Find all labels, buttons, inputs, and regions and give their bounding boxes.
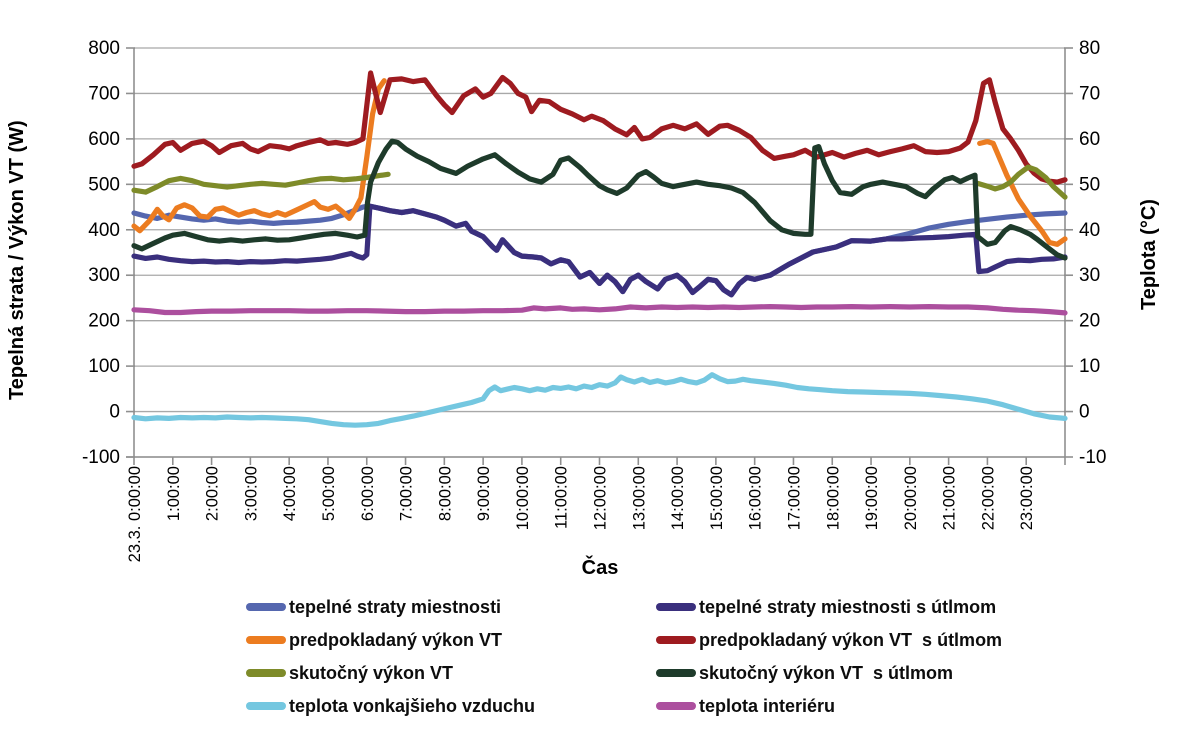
series-line-skuto-n-v-kon-vt	[131, 171, 391, 195]
y-right-tick-label: -10	[1079, 447, 1106, 468]
y-left-tick-label: 700	[88, 83, 120, 104]
x-tick-label: 11:00:00	[553, 466, 571, 529]
legend-item: skutočný výkon VT s útlmom	[656, 660, 953, 686]
legend-key-swatch	[656, 603, 696, 611]
legend-key-swatch	[246, 636, 286, 644]
x-tick-label: 5:00:00	[320, 466, 338, 521]
x-tick-label: 17:00:00	[785, 466, 803, 530]
y-left-tick-label: -100	[82, 447, 120, 468]
y-right-tick-label: 10	[1079, 356, 1100, 377]
legend-key-swatch	[656, 636, 696, 644]
legend-key-swatch	[246, 603, 286, 611]
y-left-tick-label: 600	[88, 129, 120, 150]
series-line-tepeln-straty-miestnosti-s-tlmom	[131, 203, 1068, 298]
y-left-tick-label: 400	[88, 220, 120, 241]
y-right-tick-label: 60	[1079, 129, 1100, 150]
y-right-tick-label: 40	[1079, 220, 1100, 241]
series-line-skuto-n-v-kon-vt	[975, 164, 1068, 200]
x-tick-label: 21:00:00	[941, 466, 959, 530]
y-left-tick-label: 300	[88, 265, 120, 286]
y-right-tick-label: 20	[1079, 311, 1100, 332]
x-tick-label: 16:00:00	[747, 466, 765, 530]
y-left-tick-label: 800	[88, 38, 120, 59]
y-right-tick-label: 30	[1079, 265, 1100, 286]
y-axis-title-right: Teplota (°C)	[1138, 199, 1160, 311]
y-left-tick-label: 100	[88, 356, 120, 377]
legend-item: tepelné straty miestnosti s útlmom	[656, 594, 996, 620]
series-line-teplota-interi-ru	[131, 304, 1068, 316]
legend-key-swatch	[246, 702, 286, 710]
y-axis-title-left: Tepelná strata / Výkon VT (W)	[6, 120, 28, 400]
x-tick-label: 18:00:00	[824, 466, 842, 530]
legend-label: predpokladaný výkon VT	[289, 629, 503, 650]
legend-item: skutočný výkon VT	[246, 660, 453, 686]
x-tick-label: 6:00:00	[359, 466, 377, 521]
x-tick-label: 10:00:00	[514, 466, 532, 530]
y-right-tick-label: 70	[1079, 83, 1100, 104]
legend: tepelné straty miestnosti tepelné straty …	[0, 592, 1200, 724]
legend-key-swatch	[656, 702, 696, 710]
x-tick-label: 2:00:00	[204, 466, 222, 521]
x-tick-label: 12:00:00	[592, 466, 610, 530]
legend-item: predpokladaný výkon VT	[246, 627, 502, 653]
x-tick-label: 3:00:00	[242, 466, 260, 521]
x-tick-label: 15:00:00	[708, 466, 726, 530]
series-line-teplota-vonkaj-ieho-vzduchu	[131, 372, 1068, 428]
legend-item: teplota vonkajšieho vzduchu	[246, 693, 535, 719]
legend-label: skutočný výkon VT s útlmom	[699, 662, 954, 683]
series-line-predpokladan-v-kon-vt-s-tlmom	[131, 70, 1068, 185]
x-tick-label: 1:00:00	[165, 466, 183, 521]
series-line-predpokladan-v-kon-vt	[977, 139, 1068, 247]
legend-label: predpokladaný výkon VT s útlmom	[699, 629, 1003, 650]
legend-item: predpokladaný výkon VT s útlmom	[656, 627, 1002, 653]
y-right-tick-label: 50	[1079, 174, 1100, 195]
x-tick-label: 8:00:00	[436, 466, 454, 521]
legend-label: teplota interiéru	[699, 695, 836, 716]
x-tick-label: 14:00:00	[669, 466, 687, 530]
x-tick-label: 19:00:00	[863, 466, 881, 530]
legend-label: tepelné straty miestnosti	[289, 596, 502, 617]
x-tick-label: 20:00:00	[902, 466, 920, 530]
series-line-predpokladan-v-kon-vt	[131, 78, 387, 234]
legend-key-swatch	[656, 669, 696, 677]
x-tick-label: 23.3. 0:00:00	[126, 466, 144, 562]
legend-item: tepelné straty miestnosti	[246, 594, 501, 620]
x-axis-title: Čas	[581, 557, 619, 579]
legend-label: teplota vonkajšieho vzduchu	[289, 695, 536, 716]
y-right-tick-label: 0	[1079, 402, 1090, 423]
legend-label: skutočný výkon VT	[289, 662, 454, 683]
x-tick-label: 7:00:00	[398, 466, 416, 521]
legend-label: tepelné straty miestnosti s útlmom	[699, 596, 997, 617]
x-tick-label: 22:00:00	[979, 466, 997, 530]
legend-item: teplota interiéru	[656, 693, 835, 719]
y-left-tick-label: 200	[88, 311, 120, 332]
x-tick-label: 23:00:00	[1018, 466, 1036, 530]
legend-key-swatch	[246, 669, 286, 677]
x-tick-label: 9:00:00	[475, 466, 493, 521]
x-tick-label: 13:00:00	[630, 466, 648, 530]
series-line-skuto-n-v-kon-vt-s-tlmom	[131, 138, 1068, 261]
y-right-tick-label: 80	[1079, 38, 1100, 59]
y-left-tick-label: 500	[88, 174, 120, 195]
y-left-tick-label: 0	[109, 402, 120, 423]
x-tick-label: 4:00:00	[281, 466, 299, 521]
